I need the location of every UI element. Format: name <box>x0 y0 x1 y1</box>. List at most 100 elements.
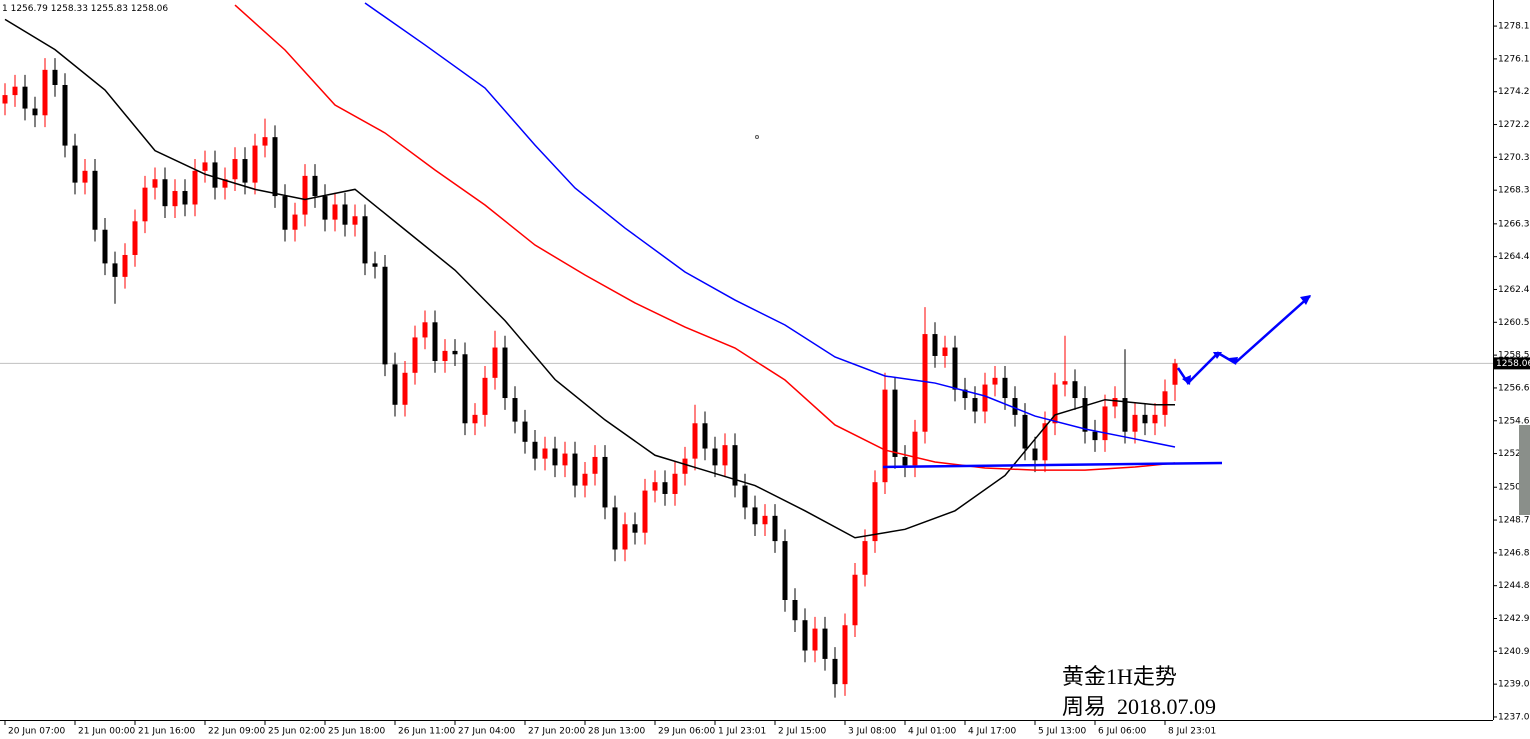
candle-body <box>82 170 88 183</box>
x-tick-label: 27 Jun 20:00 <box>528 727 585 737</box>
arrow-head <box>1182 375 1191 385</box>
y-tick-label: 1262.45 <box>1498 285 1530 295</box>
candle-body <box>952 347 958 390</box>
candle-body <box>902 456 908 466</box>
candle-body <box>672 473 678 494</box>
drawn-support-line <box>882 461 1223 469</box>
candle-body <box>1152 414 1158 424</box>
candle-body <box>112 263 118 277</box>
candle-body <box>812 628 818 651</box>
y-tick-label: 1274.20 <box>1498 87 1530 97</box>
candle-body <box>662 482 668 494</box>
candle-body <box>1032 448 1038 461</box>
x-tick-label: 3 Jul 08:00 <box>848 727 897 737</box>
y-tick-label: 1276.15 <box>1498 54 1530 64</box>
candle-body <box>602 456 608 508</box>
candle-body <box>1092 431 1098 441</box>
candle-body <box>72 145 78 183</box>
header-high: 1258.33 <box>51 4 88 14</box>
y-tick-label: 1260.50 <box>1498 318 1530 328</box>
candle-body <box>332 204 338 220</box>
candle-body <box>212 162 218 188</box>
candle-body <box>642 490 648 533</box>
candle-body <box>852 574 858 626</box>
candle-body <box>432 322 438 362</box>
candle-body <box>782 541 788 600</box>
candle-body <box>92 170 98 230</box>
candle-body <box>192 170 198 205</box>
y-tick-label: 1254.65 <box>1498 416 1530 426</box>
candle-body <box>1122 398 1128 432</box>
candle-body <box>22 86 28 109</box>
x-tick-label: 8 Jul 23:01 <box>1168 727 1216 737</box>
candle-body <box>1162 391 1168 415</box>
candle-body <box>142 187 148 222</box>
candle-body <box>352 216 358 225</box>
candle-body <box>1052 384 1058 424</box>
candle-body <box>792 600 798 621</box>
candle-body <box>962 389 968 399</box>
candle-body <box>1072 381 1078 399</box>
candle-body <box>132 221 138 255</box>
candle-body <box>862 541 868 575</box>
candle-body <box>622 524 628 550</box>
candle-body <box>802 620 808 651</box>
candle-body <box>872 482 878 542</box>
candle-body <box>492 347 498 378</box>
candle-body <box>312 175 318 197</box>
candle-body <box>42 69 48 116</box>
y-tick-label: 1270.30 <box>1498 153 1530 163</box>
y-tick-label: 1240.95 <box>1498 647 1530 657</box>
candle-body <box>222 179 228 188</box>
candle-body <box>182 191 188 205</box>
candle-body <box>892 389 898 457</box>
price-label: 1258.06 <box>1496 359 1530 369</box>
y-tick-label: 1250.70 <box>1498 483 1530 493</box>
candle-body <box>522 421 528 442</box>
candle-body <box>1082 398 1088 432</box>
y-tick-label: 1248.75 <box>1498 516 1530 526</box>
header-open: 1256.79 <box>11 4 48 14</box>
candle-body <box>652 482 658 491</box>
candle-body <box>752 507 758 525</box>
candle-body <box>582 473 588 486</box>
candle-body <box>1022 414 1028 449</box>
candle-body <box>1142 414 1148 424</box>
marker-dot <box>755 135 759 139</box>
candle-body <box>282 196 288 230</box>
candle-body <box>482 377 488 415</box>
moving-average <box>364 2 1176 448</box>
candle-body <box>462 354 468 424</box>
candle-body <box>732 445 738 486</box>
candle-body <box>562 453 568 466</box>
candle-body <box>542 448 548 459</box>
header-low: 1255.83 <box>91 4 128 14</box>
y-tick-label: 1266.35 <box>1498 219 1530 229</box>
candle-body <box>1042 423 1048 461</box>
candle-body <box>592 456 598 474</box>
candle-body <box>712 448 718 466</box>
y-tick-label: 1244.85 <box>1498 581 1530 591</box>
candle-body <box>402 372 408 405</box>
candle-body <box>722 445 728 466</box>
candle-body <box>502 347 508 399</box>
arrow-head <box>1300 295 1311 305</box>
candle-body <box>982 384 988 412</box>
price-label-box <box>1494 357 1530 370</box>
candle-body <box>822 628 828 659</box>
candle-body <box>122 254 128 277</box>
candle-body <box>242 159 248 183</box>
annotation-title: 黄金1H走势 <box>1062 664 1177 689</box>
y-tick-label: 1256.60 <box>1498 383 1530 393</box>
candle-body <box>412 337 418 373</box>
x-tick-label: 4 Jul 01:00 <box>908 727 957 737</box>
candle-body <box>2 95 8 104</box>
candle-body <box>1012 398 1018 415</box>
candle-body <box>382 266 388 365</box>
candle-body <box>272 137 278 197</box>
y-axis: 1278.10 1276.15 1274.20 1272.25 1270.30 1268.… <box>4 22 1530 737</box>
candle-body <box>512 398 518 422</box>
y-tick-label: 1252.70 <box>1498 449 1530 459</box>
candle-body <box>972 398 978 412</box>
candle-body <box>62 84 68 146</box>
